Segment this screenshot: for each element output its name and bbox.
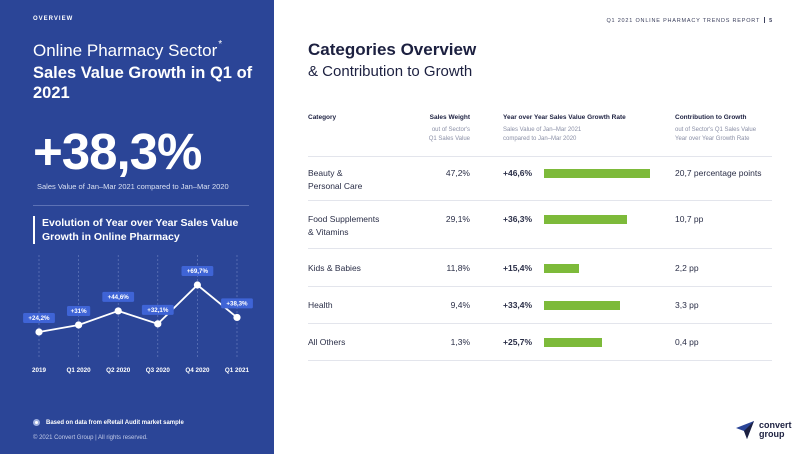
sales-weight: 11,8% bbox=[446, 263, 470, 273]
page-number: 5 bbox=[769, 18, 773, 24]
column-header-growth-rate: Year over Year Sales Value Growth Rate bbox=[503, 114, 626, 121]
sales-weight: 29,1% bbox=[445, 214, 470, 224]
sales-weight: 9,4% bbox=[450, 300, 470, 310]
series-line bbox=[38, 283, 238, 333]
column-subheader-contribution: out of Sector's Q1 Sales Value Year over… bbox=[675, 127, 757, 142]
data-label: +38,3% bbox=[226, 300, 248, 307]
contribution-value: 2,2 pp bbox=[675, 263, 699, 273]
column-header-category: Category bbox=[308, 114, 337, 121]
sales-weight: 47,2% bbox=[445, 168, 470, 178]
data-point bbox=[233, 313, 241, 322]
section-label: OVERVIEW bbox=[33, 16, 74, 22]
growth-bar bbox=[544, 264, 579, 273]
table-row: All Others 1,3% +25,7% 0,4 pp bbox=[308, 323, 772, 360]
category-name: Health bbox=[308, 300, 333, 310]
chart-title: Evolution of Year over Year Sales Value … bbox=[42, 217, 239, 243]
column-subheader-weight: out of Sector's Q1 Sales Value bbox=[428, 127, 470, 142]
table-row: Beauty & Personal Care 47,2% +46,6% 20,7 pe… bbox=[308, 156, 772, 200]
contribution-value: 20,7 percentage points bbox=[675, 168, 762, 178]
logo-line2: group bbox=[759, 429, 785, 439]
data-source-text: Based on data from eRetail Audit market … bbox=[46, 419, 184, 426]
contribution-value: 0,4 pp bbox=[675, 337, 699, 347]
table-row: Food Supplements & Vitamins 29,1% +36,3% 10… bbox=[308, 200, 772, 248]
convert-group-logo: convert group bbox=[735, 420, 792, 440]
column-header-contribution: Contribution to Growth bbox=[675, 114, 747, 121]
x-tick-label: Q4 2020 bbox=[185, 367, 210, 374]
report-title: Q1 2021 ONLINE PHARMACY TRENDS REPORT bbox=[606, 18, 761, 24]
x-tick-label: Q3 2020 bbox=[146, 367, 171, 374]
growth-rate: +46,6% bbox=[503, 168, 533, 178]
logo-line1: convert bbox=[759, 420, 792, 430]
growth-trend-chart: +24,2% 2019 +31% Q1 2020 +44,6% Q2 2020 +32,1%… bbox=[23, 255, 253, 374]
data-label-bg bbox=[23, 313, 55, 323]
data-label-bg bbox=[67, 305, 91, 316]
headline-growth-value: +38,3% bbox=[33, 123, 202, 180]
table-row: Kids & Babies 11,8% +15,4% 2,2 pp bbox=[308, 248, 772, 286]
growth-rate: +15,4% bbox=[503, 263, 533, 273]
report-header: Q1 2021 ONLINE PHARMACY TRENDS REPORT 5 bbox=[606, 17, 773, 24]
data-point bbox=[35, 328, 43, 336]
x-tick-label: Q1 2021 bbox=[225, 367, 250, 374]
growth-bar bbox=[544, 338, 602, 347]
headline-growth-caption: Sales Value of Jan–Mar 2021 compared to … bbox=[37, 182, 229, 191]
category-name: All Others bbox=[308, 337, 346, 347]
x-tick-label: Q1 2020 bbox=[67, 367, 92, 374]
page-title: Categories Overview bbox=[308, 40, 477, 59]
growth-rate: +25,7% bbox=[503, 337, 533, 347]
divider bbox=[33, 205, 249, 206]
category-name: Beauty & Personal Care bbox=[308, 168, 363, 191]
data-point bbox=[75, 321, 83, 329]
panel-title-text: Online Pharmacy Sector bbox=[33, 41, 218, 60]
table-bottom-rule bbox=[308, 360, 772, 361]
table-row: Health 9,4% +33,4% 3,3 pp bbox=[308, 286, 772, 323]
data-point bbox=[193, 281, 201, 289]
data-source-note: Based on data from eRetail Audit market … bbox=[33, 419, 184, 426]
contribution-value: 3,3 pp bbox=[675, 300, 699, 310]
data-label: +69,7% bbox=[187, 268, 209, 275]
column-header-weight: Sales Weight bbox=[429, 114, 470, 121]
header-divider bbox=[764, 17, 766, 23]
data-label-bg bbox=[221, 298, 253, 309]
data-point bbox=[154, 320, 162, 328]
panel-title-line1: Online Pharmacy Sector* bbox=[33, 39, 223, 61]
data-label: +44,6% bbox=[108, 294, 130, 301]
overview-panel: OVERVIEW Online Pharmacy Sector* Sales V… bbox=[0, 0, 274, 454]
data-label-bg bbox=[181, 266, 214, 276]
category-name: Food Supplements & Vitamins bbox=[308, 214, 380, 237]
sales-weight: 1,3% bbox=[450, 337, 470, 347]
growth-rate: +36,3% bbox=[503, 214, 533, 224]
logo-arrow-icon bbox=[736, 421, 754, 439]
data-label: +31% bbox=[71, 308, 87, 315]
logo-wordmark: convert group bbox=[759, 421, 792, 439]
data-point bbox=[114, 307, 122, 315]
page-subtitle: & Contribution to Growth bbox=[308, 63, 473, 80]
data-label-bg bbox=[102, 291, 135, 302]
growth-bar bbox=[544, 169, 650, 178]
chart-title-accent bbox=[33, 216, 35, 244]
column-subheader-growth-rate: Sales Value of Jan–Mar 2021 compared to … bbox=[503, 127, 582, 142]
contribution-value: 10,7 pp bbox=[675, 214, 704, 224]
x-tick-label: 2019 bbox=[32, 367, 47, 374]
data-label: +32,1% bbox=[147, 307, 169, 314]
footnote-mark: * bbox=[218, 39, 223, 50]
copyright: © 2021 Convert Group | All rights reserv… bbox=[33, 435, 148, 441]
growth-rate: +33,4% bbox=[503, 300, 533, 310]
category-name: Kids & Babies bbox=[308, 263, 361, 273]
growth-bar bbox=[544, 301, 620, 310]
growth-bar bbox=[544, 215, 627, 224]
bullet-icon bbox=[33, 419, 40, 426]
data-label: +24,2% bbox=[28, 315, 50, 322]
x-tick-label: Q2 2020 bbox=[106, 367, 131, 374]
panel-title-line2: Sales Value Growth in Q1 of 2021 bbox=[33, 64, 253, 102]
data-label-bg bbox=[141, 304, 174, 315]
